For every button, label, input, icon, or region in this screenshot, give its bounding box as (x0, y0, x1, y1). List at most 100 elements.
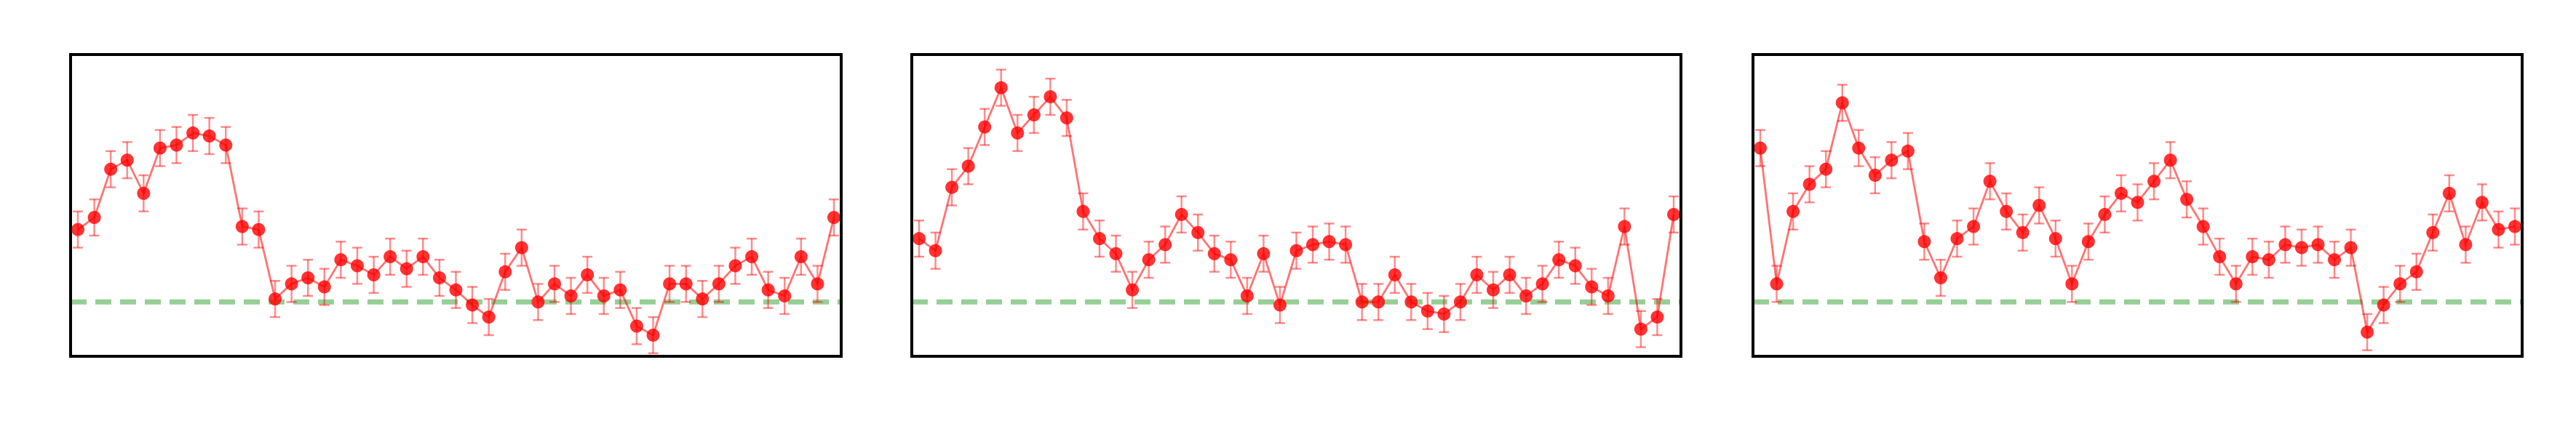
data-point (1933, 271, 1947, 285)
data-point (531, 295, 545, 309)
data-point (679, 277, 693, 291)
data-point (1983, 175, 1997, 188)
data-point (2262, 253, 2275, 267)
data-point (1420, 304, 1434, 318)
data-point (2065, 277, 2079, 291)
data-point (120, 153, 134, 167)
data-point (2492, 222, 2505, 236)
data-point (219, 138, 233, 152)
data-point (1273, 298, 1287, 312)
data-point (285, 277, 298, 291)
data-point (1224, 253, 1238, 267)
data-point (2294, 241, 2308, 254)
data-point (170, 138, 183, 152)
data-point (2393, 277, 2407, 291)
data-point (2459, 238, 2473, 252)
data-point (2442, 186, 2456, 200)
data-point (1240, 289, 1254, 302)
data-point (1634, 322, 1647, 336)
data-point (548, 277, 562, 291)
panel-frame (1752, 53, 2524, 358)
data-point (383, 250, 397, 264)
data-point (994, 81, 1008, 95)
data-point (961, 159, 975, 173)
data-point (696, 292, 709, 306)
data-point (1601, 289, 1615, 302)
data-point (71, 222, 84, 236)
data-point (432, 271, 446, 285)
data-point (2048, 232, 2062, 246)
data-point (663, 277, 677, 291)
data-point (1835, 96, 1849, 110)
data-point (350, 259, 364, 273)
data-point (564, 289, 578, 302)
data-point (646, 328, 660, 342)
data-point (2229, 277, 2243, 291)
data-point (269, 292, 282, 306)
data-point (1142, 253, 1156, 267)
panel-frame (69, 53, 843, 358)
data-point (1950, 232, 1964, 246)
data-point (945, 180, 959, 194)
data-point (334, 253, 348, 267)
data-point (1109, 246, 1123, 260)
data-point (1585, 280, 1599, 294)
data-point (1754, 141, 1767, 155)
data-point (1819, 162, 1833, 176)
data-point (1207, 246, 1221, 260)
data-point (778, 289, 792, 302)
data-point (1404, 295, 1418, 309)
data-point (2016, 225, 2030, 239)
data-point (1568, 259, 1582, 273)
data-point (929, 244, 942, 257)
data-point (1470, 268, 1484, 281)
data-point (1126, 283, 1140, 297)
data-point (2000, 204, 2014, 218)
data-point (629, 319, 643, 333)
data-point (1092, 232, 1106, 246)
data-point (2475, 196, 2489, 209)
data-point (1667, 207, 1680, 221)
data-point (712, 277, 726, 291)
data-point (466, 298, 480, 312)
data-point (1437, 307, 1451, 321)
data-point (1372, 295, 1386, 309)
data-point (2426, 225, 2440, 239)
data-point (2377, 298, 2390, 312)
data-point (1552, 253, 1566, 267)
data-point (794, 250, 808, 264)
data-point (597, 289, 611, 302)
data-point (317, 280, 331, 294)
data-point (1158, 238, 1172, 252)
data-point (1650, 310, 1664, 324)
data-point (2098, 207, 2112, 221)
data-point (2409, 265, 2423, 278)
data-point (581, 268, 595, 281)
data-point (2081, 235, 2095, 249)
data-point (1257, 246, 1271, 260)
data-point (1043, 90, 1057, 104)
data-point (202, 129, 216, 143)
data-point (613, 283, 627, 297)
data-point (2196, 220, 2210, 233)
data-point (1289, 244, 1303, 257)
data-point (1868, 169, 1882, 182)
data-point (1076, 204, 1090, 218)
data-point (367, 268, 381, 281)
data-point (498, 265, 512, 278)
data-point (1339, 238, 1353, 252)
data-point (913, 232, 926, 246)
data-point (728, 259, 742, 273)
data-point (1388, 268, 1402, 281)
data-point (1322, 235, 1336, 249)
data-point (252, 222, 266, 236)
data-point (1885, 153, 1899, 167)
data-point (2180, 193, 2194, 207)
panel-frame (910, 53, 1682, 358)
data-point (1618, 220, 1631, 233)
data-point (2163, 153, 2177, 167)
data-point (2344, 241, 2358, 254)
data-point (1060, 111, 1073, 125)
